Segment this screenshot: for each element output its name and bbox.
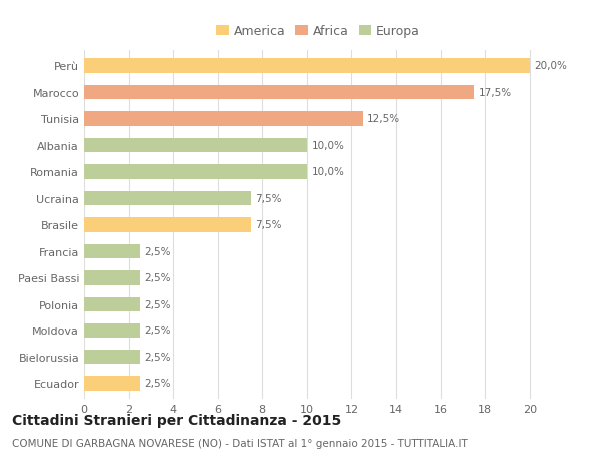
Legend: America, Africa, Europa: America, Africa, Europa [214, 23, 422, 41]
Text: 2,5%: 2,5% [144, 379, 170, 388]
Text: 2,5%: 2,5% [144, 246, 170, 256]
Text: Cittadini Stranieri per Cittadinanza - 2015: Cittadini Stranieri per Cittadinanza - 2… [12, 413, 341, 427]
Text: 7,5%: 7,5% [256, 194, 282, 203]
Bar [84, 165, 307, 179]
Text: 10,0%: 10,0% [311, 167, 344, 177]
Text: 12,5%: 12,5% [367, 114, 400, 124]
Text: COMUNE DI GARBAGNA NOVARESE (NO) - Dati ISTAT al 1° gennaio 2015 - TUTTITALIA.IT: COMUNE DI GARBAGNA NOVARESE (NO) - Dati … [12, 438, 468, 448]
Text: 20,0%: 20,0% [534, 62, 567, 71]
Bar [84, 270, 140, 285]
Bar [84, 323, 140, 338]
Text: 2,5%: 2,5% [144, 273, 170, 283]
Bar [84, 297, 140, 312]
Bar [84, 218, 251, 232]
Bar [84, 191, 251, 206]
Bar [84, 350, 140, 364]
Text: 17,5%: 17,5% [478, 88, 512, 98]
Bar [84, 85, 474, 100]
Text: 2,5%: 2,5% [144, 299, 170, 309]
Text: 2,5%: 2,5% [144, 325, 170, 336]
Bar [84, 59, 530, 73]
Bar [84, 112, 362, 127]
Text: 2,5%: 2,5% [144, 352, 170, 362]
Bar [84, 376, 140, 391]
Bar [84, 244, 140, 258]
Text: 7,5%: 7,5% [256, 220, 282, 230]
Text: 10,0%: 10,0% [311, 140, 344, 151]
Bar [84, 138, 307, 153]
